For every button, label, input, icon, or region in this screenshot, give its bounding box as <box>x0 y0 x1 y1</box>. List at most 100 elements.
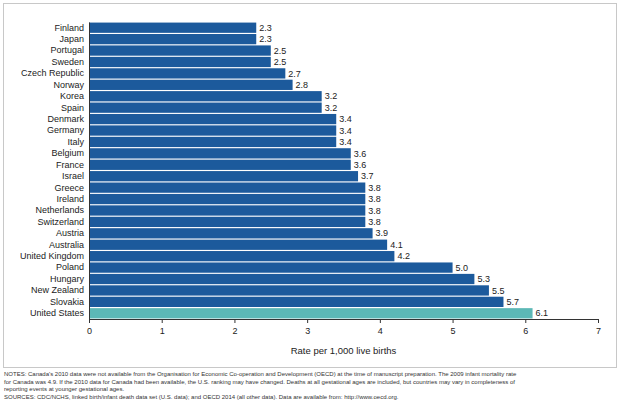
x-tick-mark <box>307 319 308 323</box>
data-label: 3.8 <box>368 194 381 204</box>
note-line: for Canada was 4.9. If the 2010 data for… <box>4 379 515 385</box>
bar <box>89 45 271 55</box>
chart: 01234567FinlandJapanPortugalSwedenCzech … <box>0 0 620 403</box>
data-label: 5.3 <box>477 274 490 284</box>
y-tick: New Zealand <box>31 285 84 295</box>
y-tick: Portugal <box>50 45 84 55</box>
category-label: Belgium <box>51 148 84 158</box>
bar <box>89 251 394 261</box>
y-tick: Sweden <box>51 57 84 67</box>
data-label: 4.1 <box>390 240 403 250</box>
x-tick-label: 4 <box>378 326 383 336</box>
y-tick: France <box>56 160 84 170</box>
bar <box>89 308 533 318</box>
x-tick: 3 <box>305 319 310 336</box>
x-axis-title: Rate per 1,000 live births <box>291 345 397 356</box>
bar <box>89 23 256 33</box>
category-label: Slovakia <box>50 297 84 307</box>
data-label: 3.2 <box>325 103 338 113</box>
y-tick: Hungary <box>50 274 85 284</box>
data-label: 3.8 <box>368 206 381 216</box>
bar <box>89 217 365 227</box>
data-label: 3.4 <box>339 114 352 124</box>
data-label: 6.1 <box>536 308 549 318</box>
y-tick: Germany <box>47 125 85 135</box>
x-tick-label: 7 <box>596 326 601 336</box>
y-tick: Switzerland <box>37 217 84 227</box>
sources-line: SOURCES: CDC/NCHS, linked birth/infant d… <box>4 394 399 400</box>
category-label: Hungary <box>50 274 85 284</box>
x-tick-mark <box>525 319 526 323</box>
category-label: Switzerland <box>37 217 84 227</box>
bar <box>89 274 474 284</box>
category-label: Australia <box>49 240 84 250</box>
bar <box>89 68 285 78</box>
category-label: Ireland <box>56 194 84 204</box>
data-label: 4.2 <box>397 251 410 261</box>
note-line: NOTES: Canada's 2010 data were not avail… <box>4 371 517 377</box>
category-label: Netherlands <box>35 205 84 215</box>
data-label: 3.8 <box>368 217 381 227</box>
y-tick: Japan <box>59 34 84 44</box>
category-label: Norway <box>53 80 84 90</box>
category-label: Korea <box>60 91 84 101</box>
y-tick: Belgium <box>51 148 84 158</box>
data-label: 2.3 <box>259 23 272 33</box>
category-label: United States <box>30 308 85 318</box>
data-label: 5.5 <box>492 286 505 296</box>
x-tick-label: 1 <box>160 326 165 336</box>
x-tick: 0 <box>87 319 92 336</box>
data-label: 3.4 <box>339 137 352 147</box>
y-tick: Italy <box>67 137 84 147</box>
data-label: 5.7 <box>506 297 519 307</box>
bar <box>89 240 387 250</box>
category-label: Germany <box>47 125 85 135</box>
y-tick: Netherlands <box>35 205 84 215</box>
data-label: 3.9 <box>376 228 389 238</box>
bar <box>89 80 293 90</box>
x-tick-mark <box>598 319 599 323</box>
x-tick-label: 3 <box>305 326 310 336</box>
data-label: 3.6 <box>354 149 367 159</box>
bar <box>89 285 489 295</box>
data-label: 3.6 <box>354 160 367 170</box>
bar <box>89 137 336 147</box>
bar <box>89 148 351 158</box>
data-label: 2.7 <box>288 69 301 79</box>
bar <box>89 297 503 307</box>
x-tick-mark <box>89 319 90 323</box>
data-labels: 2.32.32.52.52.72.83.23.23.43.43.43.63.63… <box>259 23 548 319</box>
x-tick-label: 0 <box>87 326 92 336</box>
y-tick: United Kingdom <box>20 251 84 261</box>
bars <box>89 23 533 319</box>
category-label: Sweden <box>51 57 84 67</box>
data-label: 2.5 <box>274 46 287 56</box>
y-tick: Austria <box>56 228 84 238</box>
y-tick: Spain <box>61 103 84 113</box>
y-tick: Norway <box>53 80 84 90</box>
y-axis-line <box>89 23 90 320</box>
y-tick: United States <box>30 308 85 318</box>
x-tick: 2 <box>232 319 237 336</box>
x-axis-line <box>90 320 599 324</box>
data-label: 5.0 <box>456 263 469 273</box>
data-label: 2.3 <box>259 34 272 44</box>
y-tick: Finland <box>54 23 84 33</box>
note-line: reporting events at younger gestational … <box>4 386 124 392</box>
data-label: 2.8 <box>296 80 309 90</box>
category-label: New Zealand <box>31 285 84 295</box>
category-label: Israel <box>62 171 84 181</box>
x-tick-label: 5 <box>451 326 456 336</box>
category-label: Portugal <box>50 45 84 55</box>
x-tick: 5 <box>451 319 456 336</box>
bar <box>89 194 365 204</box>
y-tick: Australia <box>49 240 84 250</box>
x-tick-mark <box>453 319 454 323</box>
category-label: United Kingdom <box>20 251 84 261</box>
x-tick-label: 2 <box>232 326 237 336</box>
category-label: Finland <box>54 23 84 33</box>
data-label: 2.5 <box>274 57 287 67</box>
x-tick: 4 <box>378 319 383 336</box>
category-label: Denmark <box>47 114 84 124</box>
bar <box>89 182 365 192</box>
